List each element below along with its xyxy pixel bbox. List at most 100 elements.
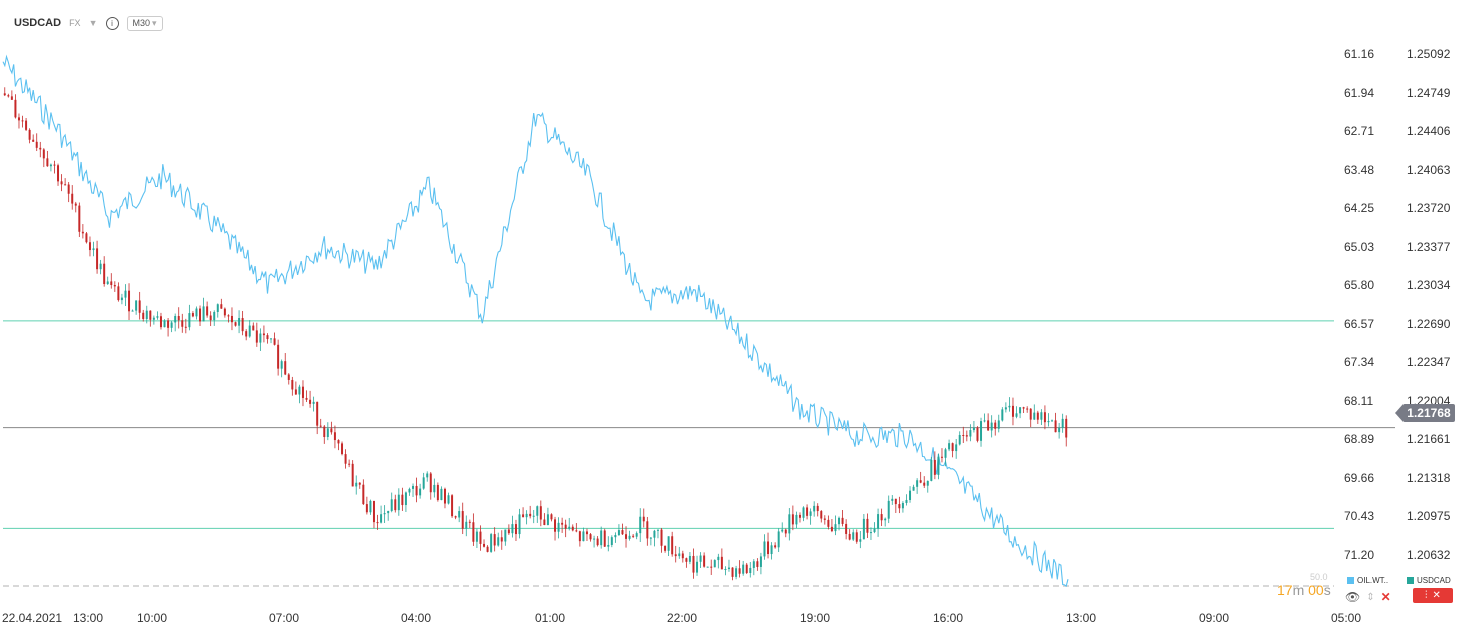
info-icon[interactable]: i — [105, 16, 119, 30]
usdcad-candle — [429, 473, 432, 493]
right-axis-tick: 1.21318 — [1407, 470, 1451, 485]
usdcad-candle — [557, 522, 560, 532]
usdcad-series-controls[interactable]: ⫶ ✕ — [1413, 588, 1453, 603]
right-axis-tick: 1.24063 — [1407, 162, 1451, 177]
current-price-tag: 1.21768 — [1395, 404, 1455, 422]
usdcad-candle — [1047, 420, 1050, 423]
usdcad-candle — [781, 529, 784, 532]
usdcad-color-swatch — [1407, 577, 1414, 584]
usdcad-candle — [184, 326, 187, 328]
usdcad-candle — [752, 561, 755, 568]
close-icon[interactable]: ✕ — [1380, 590, 1391, 604]
usdcad-candle — [152, 317, 155, 320]
usdcad-candle — [117, 286, 120, 301]
usdcad-candle — [901, 502, 904, 509]
usdcad-candle — [110, 281, 113, 286]
left-axis-tick: 61.94 — [1344, 85, 1375, 100]
countdown-min-unit: m — [1292, 582, 1305, 598]
usdcad-candle — [220, 304, 223, 309]
usdcad-candle — [909, 490, 912, 500]
usdcad-candle — [504, 529, 507, 542]
usdcad-candle — [216, 304, 219, 312]
usdcad-candle — [419, 488, 422, 496]
usdcad-candle — [78, 205, 81, 232]
usdcad-candle — [319, 425, 322, 427]
usdcad-candle — [539, 506, 542, 520]
legend-item-usdcad[interactable]: USDCAD — [1407, 576, 1451, 585]
usdcad-candle — [1051, 420, 1054, 422]
usdcad-candle — [415, 485, 418, 496]
usdcad-candle — [486, 546, 489, 552]
usdcad-candle — [561, 522, 564, 525]
right-axis-tick: 1.25092 — [1407, 47, 1451, 61]
usdcad-candle — [404, 492, 407, 506]
left-axis-tick: 71.20 — [1344, 547, 1375, 562]
time-axis-tick: 09:00 — [1199, 611, 1230, 625]
eye-icon[interactable]: 👁 — [1345, 590, 1361, 604]
usdcad-candle — [309, 399, 312, 404]
market-dropdown-icon[interactable]: ▼ — [88, 18, 98, 28]
usdcad-candle — [365, 504, 368, 513]
left-axis-tick: 61.16 — [1344, 47, 1375, 61]
oil-color-swatch — [1347, 577, 1354, 584]
left-axis-tick: 65.03 — [1344, 239, 1375, 254]
usdcad-candle — [681, 553, 684, 559]
usdcad-candle — [550, 514, 553, 520]
usdcad-candle — [14, 99, 17, 118]
usdcad-candle — [287, 374, 290, 380]
usdcad-candle — [394, 499, 397, 511]
usdcad-candle — [568, 526, 571, 529]
usdcad-candle — [1036, 412, 1039, 420]
usdcad-candle — [834, 524, 837, 532]
usdcad-candle — [912, 486, 915, 491]
usdcad-candle — [479, 531, 482, 544]
timeframe-value: M30 — [132, 18, 151, 28]
left-axis-tick: 68.89 — [1344, 432, 1375, 446]
left-axis-tick: 62.71 — [1344, 124, 1375, 138]
usdcad-candle — [958, 435, 961, 445]
usdcad-candle — [774, 545, 777, 548]
usdcad-candle — [905, 499, 908, 503]
usdcad-candle — [1004, 407, 1007, 410]
usdcad-candle — [589, 534, 592, 540]
time-axis-tick: 22:00 — [667, 611, 698, 625]
usdcad-candle — [614, 535, 617, 538]
time-axis-tick: 05:00 — [1331, 611, 1362, 625]
usdcad-candle — [877, 514, 880, 529]
usdcad-candle — [607, 544, 610, 547]
usdcad-candle — [717, 556, 720, 561]
time-axis-tick: 13:00 — [1066, 611, 1097, 625]
usdcad-candle — [248, 325, 251, 337]
market-label: FX — [69, 18, 81, 28]
usdcad-candle — [468, 521, 471, 523]
usdcad-candle — [333, 432, 336, 441]
usdcad-candle — [284, 361, 287, 375]
usdcad-candle — [823, 518, 826, 520]
usdcad-candle — [341, 443, 344, 455]
move-up-down-icon[interactable]: ⇕ — [1366, 591, 1375, 603]
legend-item-oil[interactable]: OIL.WT.. — [1347, 576, 1388, 585]
candles-icon[interactable]: ⫶ — [1425, 590, 1428, 601]
usdcad-candle — [96, 248, 99, 270]
usdcad-candle — [369, 500, 372, 513]
usdcad-candle — [3, 93, 6, 96]
timeframe-select[interactable]: M30 ▾ — [126, 15, 163, 31]
usdcad-candle — [827, 519, 830, 527]
left-axis-tick: 67.34 — [1344, 355, 1375, 369]
left-axis-tick: 70.43 — [1344, 509, 1375, 523]
usdcad-candle — [156, 316, 159, 318]
usdcad-candle — [149, 310, 152, 320]
symbol-name[interactable]: USDCAD — [14, 17, 62, 29]
usdcad-candle — [656, 529, 659, 531]
usdcad-candle — [493, 534, 496, 546]
remove-series-icon[interactable]: ✕ — [1432, 590, 1441, 601]
usdcad-candle — [660, 529, 663, 546]
usdcad-candle — [749, 567, 752, 574]
usdcad-candle — [951, 443, 954, 452]
chevron-down-icon: ▾ — [152, 17, 157, 28]
scale-marker: 50.0 — [1310, 572, 1328, 582]
usdcad-candle — [727, 567, 730, 569]
usdcad-candle — [28, 129, 31, 140]
